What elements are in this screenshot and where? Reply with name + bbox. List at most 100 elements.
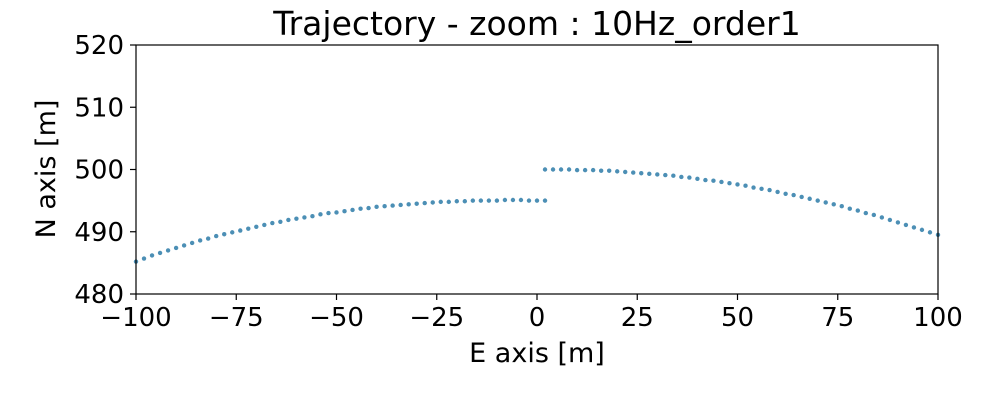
data-point [791,192,796,198]
data-point [639,171,644,176]
data-point [919,227,925,233]
data-point [927,230,933,235]
data-point [815,198,820,203]
data-point [598,168,604,173]
data-point [550,167,556,172]
data-point [254,224,259,229]
data-point [783,191,788,196]
data-point [189,240,195,246]
y-axis-label: N axis [m] [31,100,62,239]
x-tick-label: 25 [621,303,654,333]
data-point [157,250,163,256]
data-point [358,206,363,211]
data-point [214,233,219,239]
data-point [743,183,748,188]
data-point [663,172,668,178]
y-tick-label: 480 [74,280,124,310]
data-point [278,219,283,224]
data-point [751,185,756,190]
data-point [871,212,877,218]
data-point [390,203,395,208]
x-tick-label: 75 [821,303,854,333]
data-point [687,175,692,180]
data-point [775,189,780,195]
data-point [735,182,740,187]
data-point [222,232,227,237]
data-point [534,198,540,203]
data-point [574,167,580,173]
data-point [759,186,764,191]
data-point [518,197,524,203]
x-axis-label: E axis [m] [469,338,605,369]
data-point [542,167,548,172]
data-point [141,256,147,261]
data-point [318,212,323,217]
data-point [799,194,804,200]
data-point [350,207,355,213]
data-point [286,217,291,223]
x-tick-label: −75 [209,303,264,333]
data-point [246,226,251,231]
data-point [711,178,716,183]
data-point [470,198,476,203]
data-point [406,202,411,207]
data-point [807,196,812,201]
data-point [887,217,893,223]
y-tick-label: 490 [74,218,124,248]
data-point [767,187,772,193]
data-point [719,179,724,185]
x-tick-label: −100 [100,303,171,333]
data-point [623,169,628,175]
data-point [230,230,235,235]
data-point [238,228,243,233]
y-tick-label: 510 [74,93,124,123]
chart-title: Trajectory - zoom : 10Hz_order1 [272,4,800,43]
data-point [342,209,347,214]
data-point [526,198,532,203]
data-point [847,206,852,211]
data-point [615,169,620,174]
data-point [302,215,307,220]
x-tick-label: −50 [309,303,364,333]
data-point [895,220,901,225]
data-point [839,204,844,209]
data-point [173,245,179,251]
x-tick-label: 50 [721,303,754,333]
data-point [703,177,708,183]
data-point [582,167,588,173]
plot-area [133,167,941,264]
data-point [655,172,660,177]
data-point [510,197,516,203]
data-point [382,204,387,209]
y-tick-label: 500 [74,156,124,186]
data-point [366,205,371,211]
data-point [149,253,155,258]
data-point [879,215,885,220]
data-point [486,198,492,203]
data-point [374,204,379,210]
y-tick-label: 520 [74,31,124,61]
data-point [679,174,684,180]
data-point [181,243,187,248]
data-point [903,222,909,228]
data-point [695,176,700,182]
data-point [326,210,331,216]
data-point [647,171,652,177]
data-point [422,200,427,206]
data-point [165,248,171,253]
data-point [911,225,917,230]
data-point [205,236,211,241]
data-point [558,167,564,172]
data-point [438,199,443,205]
data-point [334,210,339,215]
data-point [310,213,315,219]
data-point [462,199,468,204]
data-point [294,216,299,221]
data-point [606,168,612,173]
x-tick-label: −25 [409,303,464,333]
data-point [566,167,572,172]
x-tick-label: 0 [529,303,546,333]
x-tick-label: 100 [913,303,963,333]
data-point [197,238,203,243]
